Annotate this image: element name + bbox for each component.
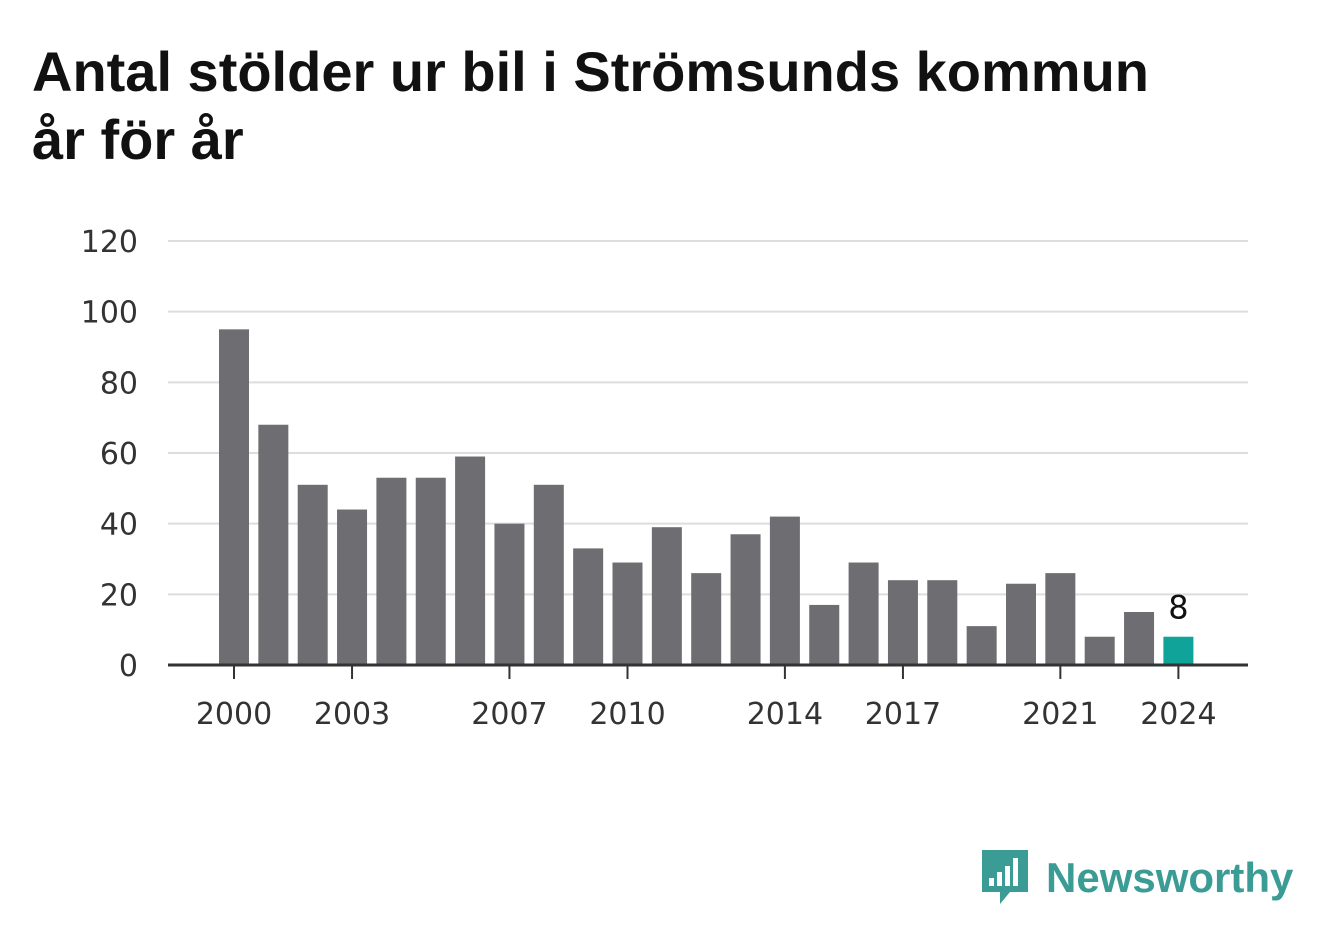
bar	[573, 548, 604, 665]
data-labels: 8	[1168, 589, 1188, 627]
bar	[1084, 636, 1115, 665]
bar	[1006, 583, 1036, 665]
x-tick-label: 2010	[589, 697, 665, 732]
x-tick-label: 2021	[1022, 697, 1098, 732]
bar	[494, 523, 525, 665]
bar	[533, 484, 564, 665]
y-tick-label: 20	[100, 578, 138, 613]
x-tick-label: 2003	[314, 697, 390, 732]
y-tick-label: 0	[119, 649, 138, 684]
x-tick-label: 2007	[471, 697, 547, 732]
y-tick-label: 60	[100, 437, 138, 472]
bar	[219, 329, 249, 665]
bar	[1163, 636, 1194, 665]
bar	[297, 484, 328, 665]
bars	[219, 329, 1194, 665]
bar	[455, 456, 486, 665]
bar	[848, 562, 879, 665]
bar	[927, 580, 958, 665]
bar	[258, 424, 289, 665]
brand-name: Newsworthy	[1046, 854, 1294, 901]
y-tick-label: 100	[81, 296, 138, 331]
highlight-data-label: 8	[1168, 589, 1188, 627]
x-tick-label: 2024	[1140, 697, 1216, 732]
bar	[651, 527, 682, 665]
chart-title: Antal stölder ur bil i Strömsunds kommun…	[32, 40, 1149, 171]
y-tick-label: 80	[100, 366, 138, 401]
brand: Newsworthy	[980, 848, 1293, 908]
gridlines	[168, 240, 1248, 596]
bar	[769, 516, 800, 665]
bar	[337, 509, 368, 665]
bar	[612, 562, 643, 665]
bar	[1124, 612, 1155, 665]
y-axis-ticks: 0 20 40 60 80 100 120	[81, 225, 138, 684]
bar	[376, 477, 407, 665]
x-axis: 2000 2003 2007 2010 2014 2017 2021 2024	[168, 663, 1248, 732]
bar	[691, 573, 722, 665]
bar	[809, 604, 840, 665]
x-tick-label: 2000	[196, 697, 272, 732]
bar	[1045, 573, 1076, 665]
x-tick-label: 2017	[865, 697, 941, 732]
x-tick-label: 2014	[747, 697, 823, 732]
bar	[730, 534, 761, 665]
bar	[966, 626, 997, 665]
bar	[415, 477, 446, 665]
bar	[887, 580, 918, 665]
y-tick-label: 120	[81, 225, 138, 260]
y-tick-label: 40	[100, 508, 138, 543]
newsworthy-logo-icon	[982, 850, 1028, 904]
